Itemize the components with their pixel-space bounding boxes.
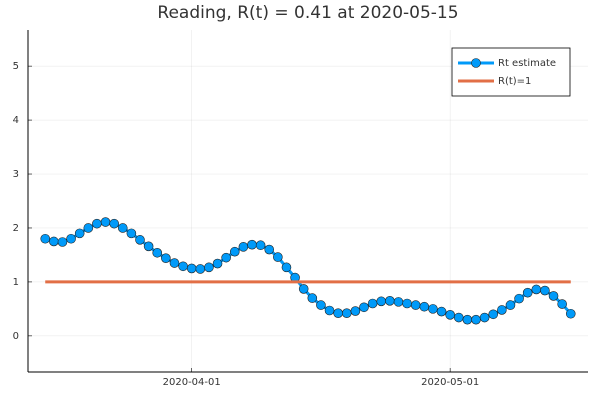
data-point (453, 312, 464, 323)
data-point (169, 258, 180, 268)
data-point (367, 298, 378, 309)
data-point (83, 223, 94, 233)
data-point (195, 264, 206, 274)
data-point (497, 305, 507, 315)
data-point (462, 314, 473, 325)
data-point (152, 247, 163, 258)
legend-label: R(t)=1 (498, 76, 531, 87)
data-point (393, 297, 404, 307)
data-point (350, 306, 361, 316)
data-point (117, 223, 128, 233)
data-point (229, 246, 240, 257)
data-point (307, 293, 318, 303)
legend-marker (471, 58, 481, 68)
data-point (143, 241, 154, 252)
data-point (161, 253, 171, 263)
chart-title: Reading, R(t) = 0.41 at 2020-05-15 (157, 3, 458, 23)
data-point (531, 284, 542, 295)
data-point (436, 306, 447, 317)
data-point (212, 258, 223, 269)
data-point (126, 228, 137, 239)
data-point (204, 262, 214, 273)
data-point (109, 218, 119, 229)
data-point (238, 242, 249, 252)
data-point (341, 308, 352, 319)
data-point (445, 310, 455, 320)
data-point (479, 312, 490, 323)
data-point (40, 233, 51, 244)
data-point (471, 314, 481, 325)
y-tick-label: 0 (13, 331, 19, 342)
data-point (419, 301, 430, 312)
data-point (359, 302, 369, 313)
data-point (49, 236, 59, 247)
data-point (333, 308, 343, 319)
data-point (221, 252, 231, 263)
data-point (74, 228, 85, 239)
data-point (255, 240, 266, 251)
data-point (273, 252, 283, 262)
data-point (402, 298, 412, 309)
legend-label: Rt estimate (498, 58, 556, 69)
data-point (316, 300, 326, 310)
data-point (281, 262, 292, 273)
data-point (428, 304, 438, 314)
y-tick-label: 2 (13, 223, 19, 234)
data-point (565, 308, 576, 319)
series-line (44, 220, 572, 322)
data-point (505, 300, 516, 310)
data-point (66, 233, 76, 244)
data-point (410, 300, 421, 310)
data-point (92, 218, 102, 229)
data-point (557, 299, 567, 309)
data-point (522, 287, 533, 298)
data-point (548, 291, 559, 301)
x-tick-label: 2020-05-01 (421, 377, 479, 388)
data-point (57, 237, 68, 247)
data-point (514, 293, 524, 304)
y-tick-label: 4 (13, 115, 19, 126)
data-point (376, 296, 387, 307)
legend-box (451, 47, 571, 97)
data-point (264, 244, 275, 255)
data-point (186, 263, 197, 274)
legend: Rt estimate R(t)=1 (451, 47, 571, 97)
data-point (385, 295, 395, 306)
y-tick-label: 3 (13, 169, 19, 180)
data-point (135, 235, 145, 245)
data-point (100, 217, 111, 227)
data-point (178, 261, 188, 272)
x-tick-label: 2020-04-01 (163, 377, 221, 388)
data-point (247, 239, 257, 250)
data-point (540, 285, 550, 296)
y-tick-label: 1 (13, 277, 19, 288)
data-point (324, 305, 335, 316)
data-point (488, 309, 499, 320)
y-tick-label: 5 (13, 61, 19, 72)
data-point (298, 284, 309, 294)
